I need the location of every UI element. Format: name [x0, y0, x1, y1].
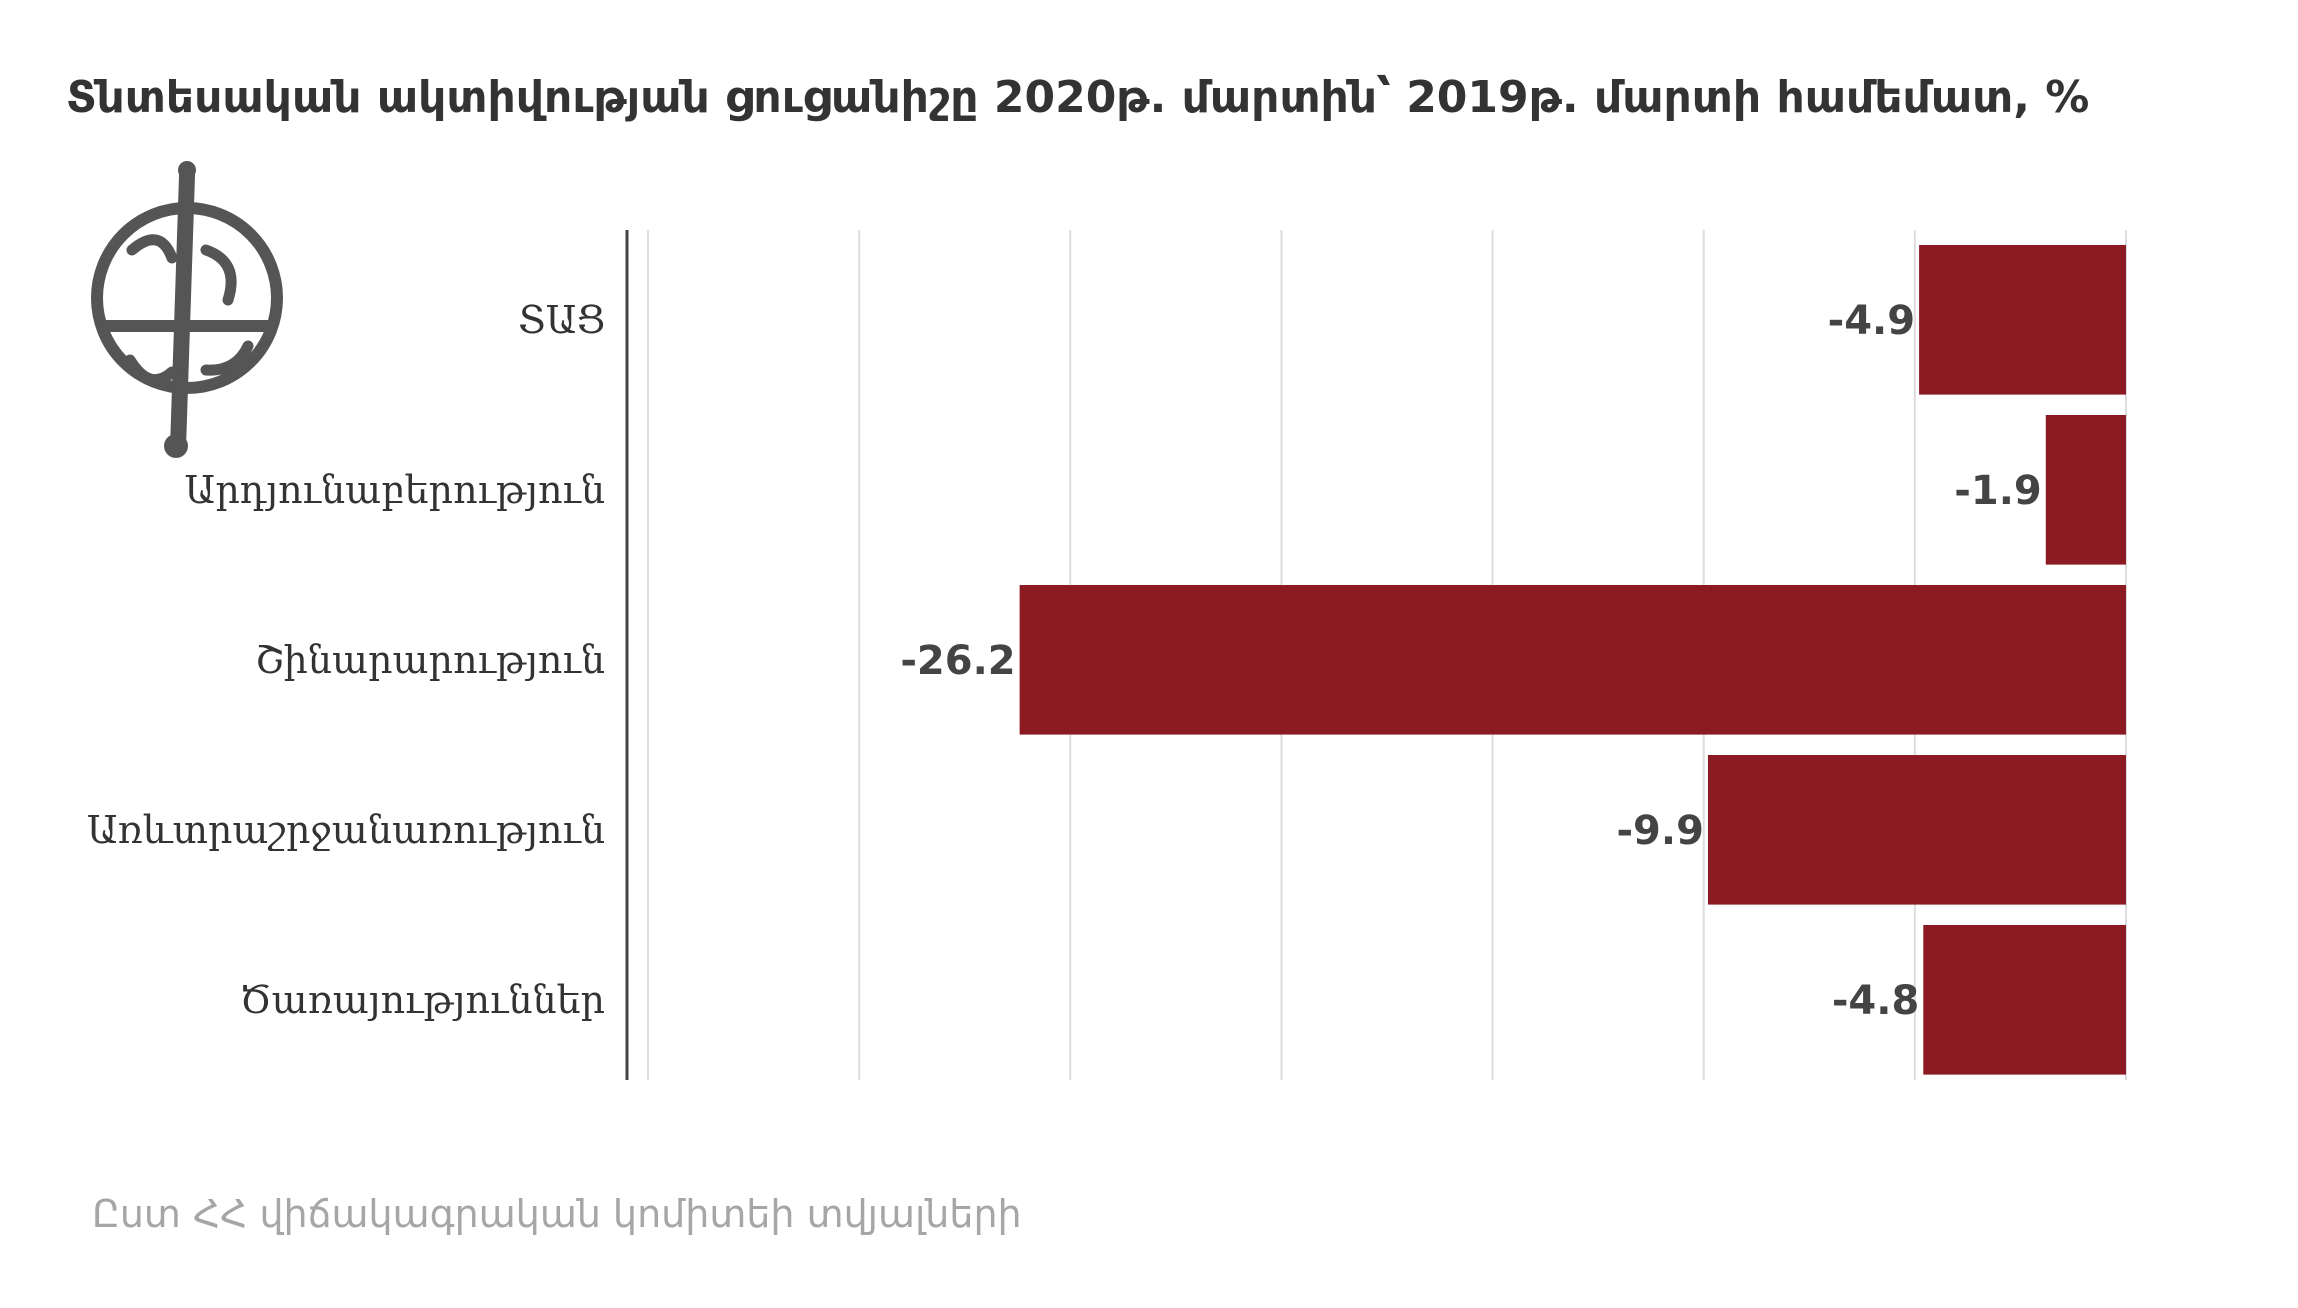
chart-title: Տնտեսական ակտիվության ցուցանիշը 2020թ. մ… [66, 72, 2090, 123]
data-label: -9.9 [1616, 808, 1703, 854]
bar [2045, 415, 2126, 565]
bar [1919, 245, 2126, 395]
data-label: -4.8 [1832, 978, 1919, 1024]
category-label: Ծառայություններ [240, 978, 605, 1022]
category-label: Առևտրաշրջանառություն [87, 808, 605, 852]
category-label: Արդյունաբերություն [185, 468, 605, 512]
data-label: -1.9 [1954, 468, 2041, 514]
category-label: Շինարարություն [255, 638, 605, 682]
labels: -4.9 ՏԱՑ -1.9 Արդյունաբերություն -26.2 Շինարա… [87, 298, 2042, 1024]
bar [1019, 585, 2126, 735]
category-label: ՏԱՑ [518, 298, 605, 342]
armenian-emblem-icon [91, 161, 283, 458]
bars [1019, 245, 2126, 1075]
source-note: Ըստ ՀՀ վիճակագրական կոմիտեի տվյալների [92, 1192, 1022, 1236]
data-label: -26.2 [900, 638, 1015, 684]
bar [1923, 925, 2126, 1075]
bar [1707, 755, 2126, 905]
data-label: -4.9 [1828, 298, 1915, 344]
